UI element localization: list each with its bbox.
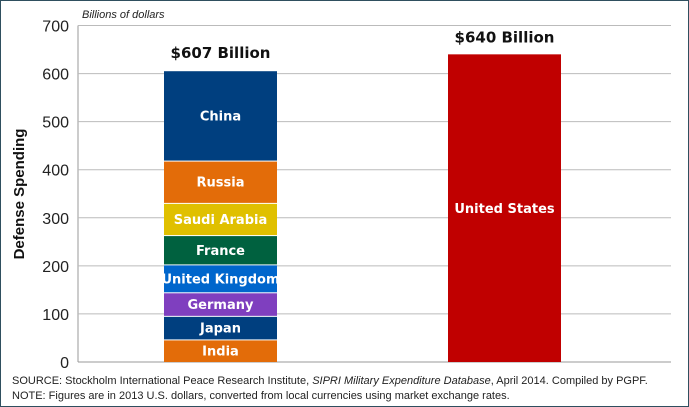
bar-total-label: $640 Billion [455,28,555,46]
segment-label: France [196,244,245,259]
segment-label: China [200,109,241,124]
y-axis-label: Defense Spending [11,129,28,260]
segment-label: Japan [199,322,241,337]
segment-label: United Kingdom [161,272,279,287]
bar-segment-united-states [448,54,561,362]
bar-segment-india [164,340,277,362]
bar-segment-japan [164,316,277,340]
y-tick-label: 300 [42,211,69,228]
bar-segment-germany [164,293,277,316]
y-tick-label: 500 [42,115,69,132]
y-tick-label: 700 [42,19,69,36]
bar-segment-russia [164,161,277,203]
bar-total-label: $607 Billion [171,44,271,62]
y-tick-label: 200 [42,259,69,276]
y-tick-label: 0 [60,355,69,372]
source-note: SOURCE: Stockholm International Peace Re… [12,375,648,387]
y-tick-label: 600 [42,67,69,84]
note: NOTE: Figures are in 2013 U.S. dollars, … [12,390,510,402]
segment-label: Russia [197,176,245,191]
bar-segment-france [164,236,277,265]
y-tick-label: 100 [42,307,69,324]
bar-segment-united-kingdom [164,265,277,293]
segment-label: India [202,345,239,360]
bar-segment-saudi-arabia [164,203,277,236]
y-tick-label: 400 [42,163,69,180]
bar-segment-china [164,71,277,161]
segment-label: Saudi Arabia [174,213,267,228]
segment-label: United States [454,202,555,217]
segment-label: Germany [188,298,254,313]
unit-label: Billions of dollars [82,9,165,21]
